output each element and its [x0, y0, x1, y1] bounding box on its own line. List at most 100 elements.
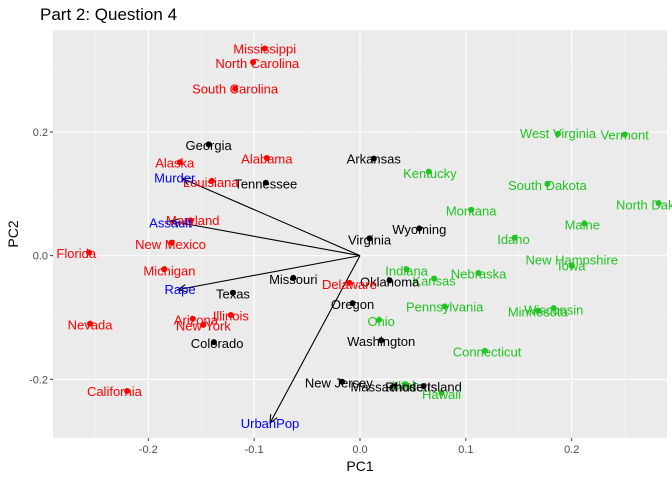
- label-vermont: Vermont: [600, 127, 649, 142]
- label-utah: Utah: [392, 378, 419, 393]
- loading-arrows: [169, 177, 361, 425]
- chart-title: Part 2: Question 4: [40, 5, 177, 24]
- label-colorado: Colorado: [191, 336, 244, 351]
- label-new-jersey: New Jersey: [305, 375, 373, 390]
- label-kentucky: Kentucky: [403, 166, 457, 181]
- y-tick-label: 0.0: [33, 251, 48, 263]
- label-maine: Maine: [565, 218, 600, 233]
- arrow-label-rape: Rape: [164, 282, 195, 297]
- y-tick-label: 0.2: [33, 127, 48, 139]
- label-mississippi: Mississippi: [233, 42, 296, 57]
- point-michigan: [161, 266, 168, 273]
- point-texas: [229, 289, 236, 296]
- x-tick-label: -0.1: [245, 444, 264, 456]
- y-axis-ticks: -0.2 0.0 0.2: [29, 127, 53, 386]
- x-tick-label: 0.2: [564, 444, 579, 456]
- point-tennessee: [262, 179, 269, 186]
- label-alabama: Alabama: [241, 152, 293, 167]
- point-kansas: [431, 275, 438, 282]
- label-louisiana: Louisiana: [183, 175, 239, 190]
- x-tick-label: 0.1: [458, 444, 473, 456]
- point-illinois: [227, 311, 234, 318]
- point-wyoming: [416, 225, 423, 232]
- label-maryland: Maryland: [166, 213, 219, 228]
- arrow-murder: [181, 177, 361, 257]
- point-california: [124, 388, 131, 395]
- point-nevada: [87, 320, 94, 327]
- point-rhode-island: [420, 383, 427, 390]
- point-new-jersey: [339, 378, 346, 385]
- x-axis-title: PC1: [346, 458, 373, 474]
- point-arkansas: [370, 155, 377, 162]
- label-missouri: Missouri: [269, 272, 318, 287]
- point-new-mexico: [168, 239, 175, 246]
- point-connecticut: [481, 347, 488, 354]
- label-new-hampshire: New Hampshire: [525, 252, 617, 267]
- label-new-mexico: New Mexico: [135, 237, 206, 252]
- label-arizona: Arizona: [174, 312, 219, 327]
- x-axis-ticks: -0.2 -0.1 0.0 0.1 0.2: [139, 438, 579, 456]
- arrowhead-rape: [176, 284, 187, 293]
- label-virginia: Virginia: [348, 233, 392, 248]
- label-washington: Washington: [347, 334, 415, 349]
- label-pennsylvania: Pennsylvania: [406, 299, 484, 314]
- label-south-dakota: South Dakota: [508, 178, 588, 193]
- label-west-virginia: West Virginia: [520, 126, 597, 141]
- arrow-assault: [170, 220, 361, 257]
- point-maine: [581, 220, 588, 227]
- point-oregon: [349, 300, 356, 307]
- label-new-york: New York: [176, 318, 231, 333]
- label-texas: Texas: [216, 286, 250, 301]
- label-ohio: Ohio: [367, 314, 394, 329]
- point-ohio: [376, 316, 383, 323]
- label-florida: Florida: [56, 246, 97, 261]
- arrowhead-assault: [169, 218, 180, 227]
- point-new-york: [200, 321, 207, 328]
- label-hawaii: Hawaii: [422, 387, 461, 402]
- y-axis-title: PC2: [5, 220, 21, 247]
- point-delaware: [346, 279, 353, 286]
- point-florida: [85, 249, 92, 256]
- point-kentucky: [425, 168, 432, 175]
- label-arkansas: Arkansas: [347, 152, 402, 167]
- label-north-carolina: North Carolina: [215, 56, 300, 71]
- label-wisconsin: Wisconsin: [524, 302, 583, 317]
- label-north-dakota: North Dakota: [616, 197, 672, 212]
- arrow-urbanpop: [269, 255, 361, 424]
- label-south-carolina: South Carolina: [192, 82, 279, 97]
- label-kansas: Kansas: [412, 273, 456, 288]
- label-delaware: Delaware: [322, 277, 377, 292]
- point-oklahoma: [386, 277, 393, 284]
- label-oregon: Oregon: [331, 297, 374, 312]
- point-south-carolina: [232, 85, 239, 92]
- point-vermont: [621, 131, 628, 138]
- point-wisconsin: [550, 305, 557, 312]
- data-points: [85, 45, 662, 396]
- arrow-label-murder: Murder: [154, 171, 196, 186]
- label-connecticut: Connecticut: [453, 344, 522, 359]
- label-georgia: Georgia: [185, 138, 232, 153]
- x-tick-label: -0.2: [139, 444, 158, 456]
- point-west-virginia: [554, 130, 561, 137]
- point-north-carolina: [250, 59, 257, 66]
- point-mississippi: [261, 45, 268, 52]
- point-louisiana: [208, 177, 215, 184]
- label-indiana: Indiana: [385, 263, 428, 278]
- point-georgia: [205, 141, 212, 148]
- x-tick-label: 0.0: [352, 444, 367, 456]
- label-illinois: Illinois: [213, 309, 250, 324]
- point-pennsylvania: [441, 303, 448, 310]
- arrow-rape: [177, 255, 361, 291]
- point-montana: [468, 206, 475, 213]
- label-california: California: [87, 384, 143, 399]
- point-hawaii: [438, 389, 445, 396]
- point-iowa: [568, 262, 575, 269]
- point-maryland: [187, 217, 194, 224]
- point-arizona: [189, 315, 196, 322]
- point-utah: [402, 381, 409, 388]
- point-alabama: [263, 154, 270, 161]
- point-indiana: [403, 266, 410, 273]
- label-michigan: Michigan: [143, 263, 195, 278]
